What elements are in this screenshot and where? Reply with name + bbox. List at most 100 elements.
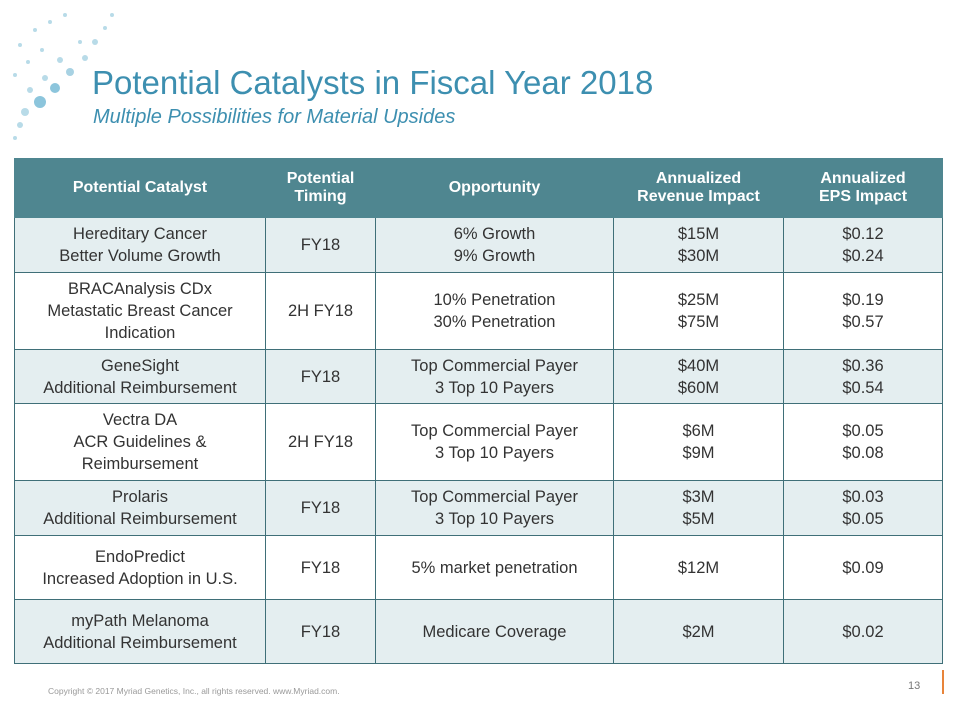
column-header: Opportunity	[375, 158, 614, 218]
cell-line: 9% Growth	[453, 247, 536, 265]
catalyst-table: Potential Catalyst Potential Timing Opportu…	[14, 158, 943, 664]
table-row: EndoPredict Increased Adoption in U.S. FY1…	[14, 535, 943, 600]
table-cell: Vectra DA ACR Guidelines & Reimbursement	[14, 403, 266, 481]
table-cell: $0.09	[783, 535, 943, 600]
table-cell: FY18	[265, 535, 376, 600]
table-row: Prolaris Additional Reimbursement FY18 Top …	[14, 480, 943, 536]
cell-line: $6M	[682, 422, 715, 440]
table-cell: myPath Melanoma Additional Reimbursement	[14, 599, 266, 664]
cell-line: myPath Melanoma	[71, 611, 209, 630]
table-cell: FY18	[265, 480, 376, 536]
cell-line: FY18	[300, 558, 341, 577]
cell-line: Prolaris	[112, 488, 168, 506]
table-cell: $0.05 $0.08	[783, 403, 943, 481]
cell-line: Potential Catalyst	[72, 179, 208, 196]
cell-line: Indication	[104, 324, 176, 342]
cell-line: FY18	[300, 367, 341, 386]
table-row: BRACAnalysis CDx Metastatic Breast Cancer…	[14, 272, 943, 350]
cell-line: 2H FY18	[287, 302, 354, 320]
cell-line: $75M	[677, 313, 720, 331]
cell-line: 30% Penetration	[433, 313, 556, 331]
cell-line: Better Volume Growth	[59, 247, 221, 265]
cell-line: $0.54	[842, 378, 884, 397]
table-cell: $6M $9M	[613, 403, 784, 481]
table-cell: Top Commercial Payer 3 Top 10 Payers	[375, 349, 614, 404]
table-cell: $0.12 $0.24	[783, 217, 943, 273]
logo-dots	[13, 13, 114, 140]
cell-line: $0.05	[842, 510, 884, 528]
cell-line: Medicare Coverage	[422, 622, 567, 641]
cell-line: $0.05	[842, 422, 884, 440]
cell-line: EPS Impact	[818, 188, 908, 205]
cell-line: Timing	[294, 188, 347, 205]
cell-line: Revenue Impact	[637, 188, 760, 205]
cell-line: FY18	[300, 622, 341, 641]
cell-line: $0.19	[842, 291, 884, 309]
page-number: 13	[908, 680, 921, 692]
cell-line: Potential	[286, 170, 355, 187]
cell-line: $60M	[677, 378, 720, 397]
cell-line: Top Commercial Payer	[411, 488, 578, 506]
cell-line: Top Commercial Payer	[411, 422, 578, 440]
cell-line: 3 Top 10 Payers	[435, 444, 554, 462]
cell-line: $9M	[682, 444, 715, 462]
column-header: Potential Catalyst	[14, 158, 266, 218]
slide-subtitle: Multiple Possibilities for Material Upsi…	[93, 106, 456, 128]
column-header: Annualized EPS Impact	[783, 158, 943, 218]
cell-line: EndoPredict	[95, 547, 185, 566]
table-cell: Medicare Coverage	[375, 599, 614, 664]
table-cell: Hereditary Cancer Better Volume Growth	[14, 217, 266, 273]
cell-line: Annualized	[655, 170, 742, 187]
table-cell: $2M	[613, 599, 784, 664]
table-cell: $40M $60M	[613, 349, 784, 404]
cell-line: 5% market penetration	[411, 558, 578, 577]
cell-line: $25M	[677, 291, 720, 309]
table-cell: $25M $75M	[613, 272, 784, 350]
table-row: Vectra DA ACR Guidelines & Reimbursement 2H…	[14, 403, 943, 481]
cell-line: $12M	[677, 558, 720, 577]
cell-line: $3M	[682, 488, 715, 506]
cell-line: 10% Penetration	[433, 291, 556, 309]
cell-line: $40M	[677, 356, 720, 375]
table-cell: Top Commercial Payer 3 Top 10 Payers	[375, 403, 614, 481]
column-header: Annualized Revenue Impact	[613, 158, 784, 218]
cell-line: $0.08	[842, 444, 884, 462]
table-cell: Prolaris Additional Reimbursement	[14, 480, 266, 536]
cell-line: 3 Top 10 Payers	[435, 378, 554, 397]
table-row: Hereditary Cancer Better Volume Growth FY1…	[14, 217, 943, 273]
table-cell: $15M $30M	[613, 217, 784, 273]
cell-line: $0.57	[842, 313, 884, 331]
cell-line: BRACAnalysis CDx	[68, 280, 212, 298]
cell-line: Annualized	[820, 170, 906, 187]
table-cell: Top Commercial Payer 3 Top 10 Payers	[375, 480, 614, 536]
cell-line: $30M	[677, 247, 720, 265]
table-cell: 2H FY18	[265, 272, 376, 350]
table-row: GeneSight Additional Reimbursement FY18 Top…	[14, 349, 943, 404]
table-cell: $12M	[613, 535, 784, 600]
slide-title: Potential Catalysts in Fiscal Year 2018	[92, 64, 654, 101]
cell-line: $0.36	[842, 356, 884, 375]
table-row: myPath Melanoma Additional Reimbursement F…	[14, 599, 943, 664]
cell-line: Metastatic Breast Cancer	[47, 302, 233, 320]
header-row: Potential Catalyst Potential Timing Opportu…	[14, 158, 943, 218]
column-header: Potential Timing	[265, 158, 376, 218]
cell-line: $5M	[682, 510, 715, 528]
table-cell: BRACAnalysis CDx Metastatic Breast Cancer…	[14, 272, 266, 350]
cell-line: Vectra DA	[102, 411, 178, 429]
cell-line: $0.09	[842, 558, 884, 577]
cell-line: $0.02	[842, 622, 884, 641]
cell-line: Increased Adoption in U.S.	[42, 569, 238, 588]
cell-line: Additional Reimbursement	[43, 633, 237, 652]
table-cell: $0.19 $0.57	[783, 272, 943, 350]
cell-line: Additional Reimbursement	[43, 510, 237, 528]
table-cell: 2H FY18	[265, 403, 376, 481]
cell-line: $2M	[682, 622, 715, 641]
copyright: Copyright © 2017 Myriad Genetics, Inc., …	[48, 686, 340, 696]
cell-line: GeneSight	[101, 356, 179, 375]
table-cell: 5% market penetration	[375, 535, 614, 600]
cell-line: 3 Top 10 Payers	[435, 510, 554, 528]
table-cell: FY18	[265, 349, 376, 404]
cell-line: $15M	[677, 225, 720, 243]
table-cell: $3M $5M	[613, 480, 784, 536]
cell-line: ACR Guidelines &	[73, 433, 207, 451]
